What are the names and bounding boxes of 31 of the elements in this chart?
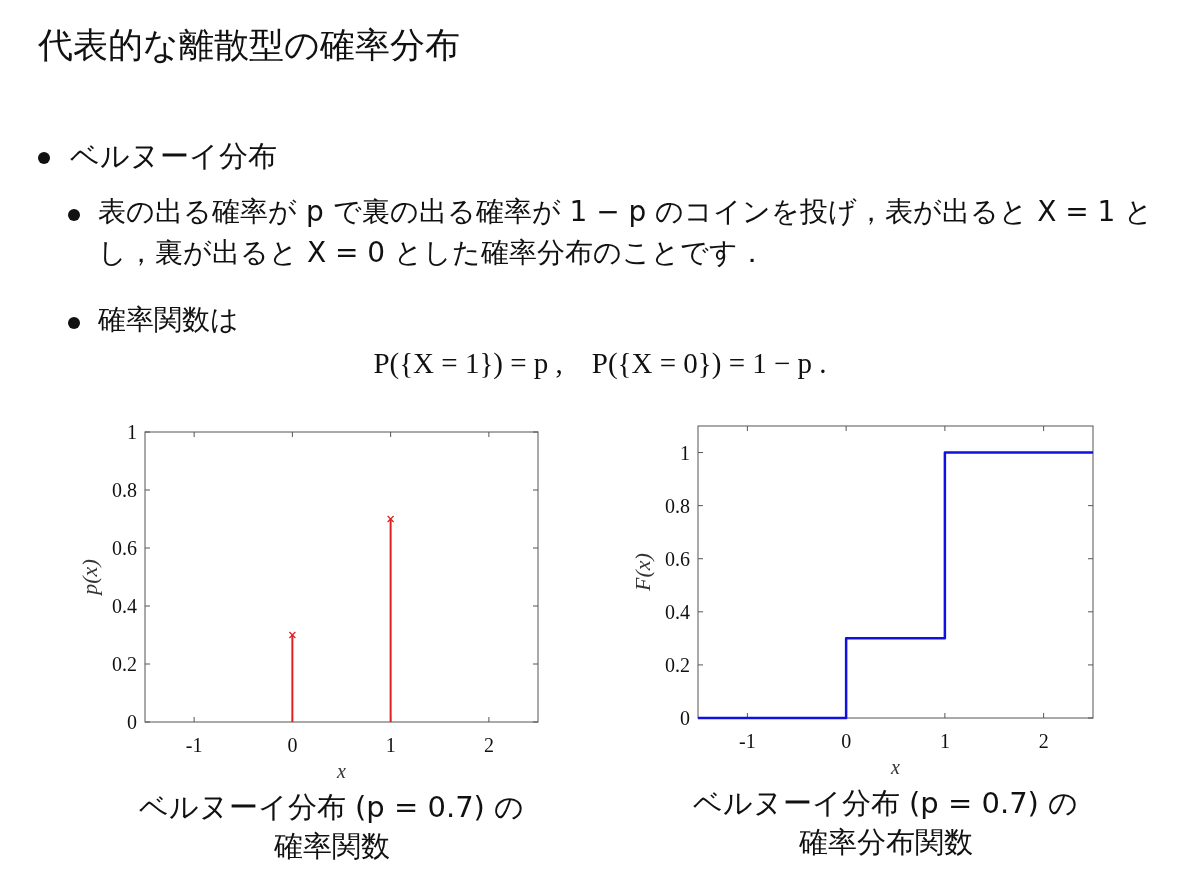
x-tick-label: 1 xyxy=(939,730,950,752)
y-tick-label: 0.4 xyxy=(665,600,690,623)
y-tick-label: 0.4 xyxy=(112,595,137,617)
x-tick-label: 2 xyxy=(483,734,494,756)
x-tick-label: 0 xyxy=(287,734,298,756)
text: P({X = 1}) = p , P({X = 0}) = 1 − p . xyxy=(372,346,828,381)
y-tick-label: 0.6 xyxy=(112,537,137,559)
y-tick-label: 0.8 xyxy=(112,479,137,501)
x-axis-title: x xyxy=(890,756,901,778)
x-tick-label: 2 xyxy=(1038,730,1049,752)
y-axis-title: p(x) xyxy=(77,559,102,597)
y-tick-label: 1 xyxy=(680,441,690,464)
y-tick-label: 1 xyxy=(127,421,137,443)
text: ベルヌーイ分布 xyxy=(70,138,278,175)
x-tick-label: 0 xyxy=(841,730,852,752)
y-tick-label: 0 xyxy=(127,711,137,733)
y-tick-label: 0.2 xyxy=(665,653,690,676)
y-axis-title: F(x) xyxy=(630,553,655,592)
y-tick-label: 0.8 xyxy=(665,494,690,517)
text: ベルヌーイ分布 (p = 0.7) の確率関数 xyxy=(137,789,526,866)
y-tick-label: 0 xyxy=(680,707,690,729)
y-tick-label: 0.6 xyxy=(665,547,690,570)
x-tick-label: -1 xyxy=(739,730,756,752)
x-tick-label: 1 xyxy=(385,734,396,756)
text: 代表的な離散型の確率分布 xyxy=(38,24,460,67)
text: 確率関数は xyxy=(98,302,240,338)
text: ベルヌーイ分布 (p = 0.7) の確率分布関数 xyxy=(691,785,1080,862)
y-tick-label: 0.2 xyxy=(112,653,137,675)
text: 表の出る確率が p で裏の出る確率が 1 − p のコインを投げ，表が出ると X = 1 とし，裏が出ると X = 0 とした確率分布のことです． xyxy=(98,194,1155,271)
x-axis-title: x xyxy=(336,760,347,782)
x-tick-label: -1 xyxy=(185,734,203,756)
